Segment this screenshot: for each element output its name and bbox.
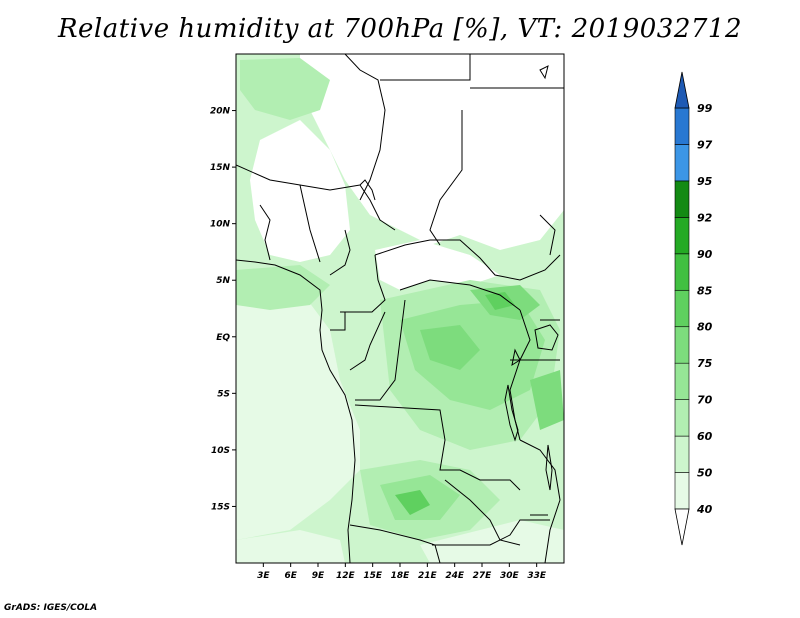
lon-tick-label: 18E	[391, 571, 411, 581]
colorbar-label: 50	[697, 467, 713, 480]
latitude-axis: 20N 15N 10N 5N EQ 5S 10S 15S	[210, 107, 236, 512]
country-borders	[236, 54, 564, 563]
lon-tick-label: 33E	[527, 571, 547, 581]
colorbar-label: 70	[697, 394, 713, 407]
colorbar-segment	[674, 217, 690, 255]
lon-tick-label: 30E	[500, 571, 520, 581]
lat-tick-label: 5N	[216, 276, 230, 286]
lon-tick-label: 15E	[363, 571, 383, 581]
colorbar-lower-triangle	[674, 508, 690, 546]
lat-tick-label: 15N	[210, 163, 231, 173]
lat-tick-label: EQ	[216, 333, 230, 343]
colorbar-label: 92	[697, 211, 713, 224]
colorbar-segment	[674, 144, 690, 182]
colorbar-label: 80	[697, 321, 713, 334]
lat-tick-label: 20N	[210, 107, 231, 117]
colorbar-label: 75	[697, 357, 713, 370]
colorbar-segment	[674, 362, 690, 400]
lake-malawi	[545, 444, 553, 491]
lon-tick-label: 9E	[312, 571, 325, 581]
colorbar-upper-triangle	[674, 71, 690, 109]
lat-tick-label: 10S	[211, 446, 230, 456]
colorbar-segment	[674, 472, 690, 510]
dry-region-west	[250, 120, 350, 262]
lon-tick-label: 12E	[336, 571, 356, 581]
coastline	[236, 259, 356, 563]
colorbar-legend: 40 50 60 70 75 80 85 90 92 95 97 99	[674, 71, 713, 546]
humidity-field	[236, 54, 564, 563]
lon-tick-label: 24E	[445, 571, 465, 581]
lat-tick-label: 15S	[211, 502, 230, 512]
credit-text: GrADS: IGES/COLA	[4, 603, 98, 613]
colorbar-label: 90	[697, 248, 713, 261]
lat-tick-label: 5S	[217, 389, 230, 399]
lake-tanganyika	[504, 384, 519, 442]
colorbar-segment	[674, 435, 690, 473]
colorbar-label: 40	[696, 503, 713, 516]
dry-region-central	[375, 240, 500, 290]
colorbar-label: 97	[697, 138, 713, 151]
longitude-axis: 3E 6E 9E 12E 15E 18E 21E 24E 27E 30E 33E	[257, 563, 547, 581]
colorbar-segment	[674, 253, 690, 291]
dry-region-north	[300, 54, 564, 250]
lat-tick-label: 10N	[210, 220, 231, 230]
colorbar-segment	[674, 107, 690, 145]
lake-victoria	[534, 324, 559, 351]
chart-title: Relative humidity at 700hPa [%], VT: 201…	[57, 14, 743, 44]
lon-tick-label: 21E	[418, 571, 438, 581]
lon-tick-label: 27E	[473, 571, 493, 581]
lakes	[504, 65, 559, 516]
colorbar-segment	[674, 399, 690, 437]
colorbar-label: 99	[697, 102, 713, 115]
lon-tick-label: 6E	[284, 571, 297, 581]
colorbar-segment	[674, 180, 690, 218]
colorbar-label: 85	[697, 284, 713, 297]
colorbar-label: 95	[697, 175, 713, 188]
colorbar-segment	[674, 326, 690, 364]
colorbar-label: 60	[697, 430, 713, 443]
lon-tick-label: 3E	[257, 571, 270, 581]
colorbar-segment	[674, 289, 690, 328]
